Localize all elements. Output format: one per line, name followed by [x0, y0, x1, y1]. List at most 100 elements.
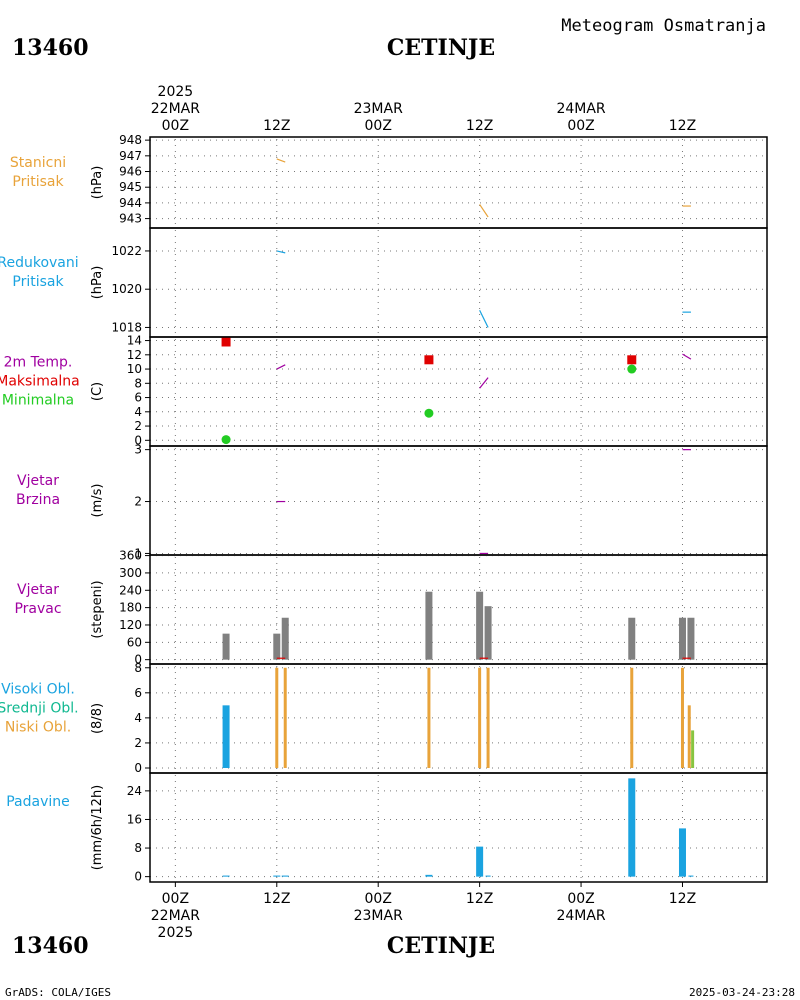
series-segment [682, 353, 692, 360]
top-time-label: 24MAR [556, 101, 605, 117]
bar [425, 591, 433, 660]
bar [275, 667, 279, 768]
max-temp-marker [221, 337, 231, 347]
bottom-time-label: 12Z [263, 891, 290, 907]
y-tick-label: 0 [134, 653, 142, 667]
panel-cloudiness: 0 2 4 6 8 (8/8) Visoki Obl. Srednji Obl. Niski O… [0, 661, 768, 775]
panel-label: Minimalna [2, 393, 74, 409]
panel-frame [149, 445, 768, 556]
panel-label: Vjetar [17, 473, 59, 489]
top-time-label: 00Z [567, 118, 594, 134]
y-tick-label: 180 [119, 601, 142, 615]
panel-wind_direction: 0 60 120 180 240 300 360 (stepeni) Vjetar Pravac [14, 549, 768, 667]
top-time-label: 2025 [158, 84, 194, 100]
bar [628, 778, 636, 877]
y-tick-label: 1018 [111, 320, 142, 334]
top-time-label: 12Z [263, 118, 290, 134]
y-tick-label: 2 [134, 495, 142, 509]
max-temp-marker [424, 355, 434, 365]
y-axis-label: (m/s) [90, 484, 105, 518]
generation-timestamp: 2025-03-24-23:28 [689, 986, 795, 999]
bottom-time-label: 00Z [162, 891, 189, 907]
panel-label: Brzina [16, 492, 60, 508]
series-segment [479, 377, 489, 389]
y-tick-label: 4 [134, 711, 142, 725]
bar [476, 591, 484, 660]
y-tick-label: 948 [119, 133, 142, 147]
panel-precipitation: 0 8 16 24 (mm/6h/12h) Padavine [6, 772, 768, 884]
y-tick-label: 1 [134, 546, 142, 560]
y-axis-label: (mm/6h/12h) [90, 785, 105, 871]
y-tick-label: 8 [134, 661, 142, 675]
chart-subtitle: Meteogram Osmatranja [561, 16, 766, 36]
panel-frame [149, 554, 768, 665]
bottom-time-label: 12Z [466, 891, 493, 907]
min-temp-marker [627, 364, 637, 374]
bottom-time-label: 22MAR [151, 908, 200, 924]
bar [281, 875, 289, 877]
series-segment [479, 309, 489, 328]
y-tick-label: 360 [119, 549, 142, 563]
y-tick-label: 10 [127, 362, 142, 376]
station-name-bottom: CETINJE [387, 933, 495, 959]
panel-reduced_pressure: 1018 1020 1022 (hPa) Redukovani Pritisak [0, 227, 768, 338]
top-time-label: 22MAR [151, 101, 200, 117]
y-tick-label: 2 [134, 736, 142, 750]
y-tick-label: 120 [119, 618, 142, 632]
y-axis-label: (8/8) [90, 703, 105, 734]
top-time-label: 00Z [162, 118, 189, 134]
y-tick-label: 4 [134, 405, 142, 419]
bottom-time-label: 00Z [567, 891, 594, 907]
series-segment [479, 204, 489, 218]
panel-label: Redukovani [0, 255, 79, 271]
bottom-time-label: 24MAR [556, 908, 605, 924]
bar [688, 875, 694, 877]
panel-label: Stanicni [10, 155, 66, 171]
panel-label: Pritisak [12, 174, 64, 190]
bar [630, 667, 634, 768]
series-segment [276, 364, 286, 370]
panel-label: Pritisak [12, 274, 64, 290]
top-time-label: 23MAR [354, 101, 403, 117]
max-temp-marker [627, 355, 637, 365]
panel-frame [149, 227, 768, 338]
min-temp-marker [221, 435, 231, 445]
bar [222, 875, 230, 877]
panel-frame [149, 663, 768, 774]
bar [691, 730, 695, 768]
bar [427, 667, 431, 768]
bar [283, 667, 287, 768]
bar [476, 846, 484, 877]
panels: 943944945946947948(hPa)StanicniPritisak1… [0, 133, 768, 884]
station-id-top: 13460 [12, 35, 89, 61]
panel-label: Pravac [14, 601, 61, 617]
bar [628, 617, 636, 660]
y-tick-label: 0 [134, 761, 142, 775]
min-temp-marker [424, 408, 434, 418]
panel-frame [149, 336, 768, 447]
bar [678, 617, 686, 660]
bar [678, 828, 686, 877]
station-id-bottom: 13460 [12, 933, 89, 959]
y-tick-label: 6 [134, 391, 142, 405]
y-axis-label: (hPa) [90, 166, 105, 200]
y-tick-label: 944 [119, 196, 142, 210]
bottom-time-label: 2025 [158, 925, 194, 941]
y-tick-label: 16 [127, 812, 142, 826]
y-tick-label: 60 [127, 635, 142, 649]
panel-wind_speed: 1 2 3 (m/s) Vjetar Brzina [16, 443, 768, 560]
y-tick-label: 946 [119, 165, 142, 179]
bar [485, 875, 491, 877]
top-time-label: 12Z [466, 118, 493, 134]
panel-label: 2m Temp. [4, 355, 73, 371]
y-tick-label: 3 [134, 443, 142, 457]
y-tick-label: 0 [134, 433, 142, 447]
panel-label: Srednji Obl. [0, 701, 79, 717]
y-axis-label: (hPa) [90, 266, 105, 300]
bottom-time-label: 12Z [669, 891, 696, 907]
panel-label: Vjetar [17, 582, 59, 598]
